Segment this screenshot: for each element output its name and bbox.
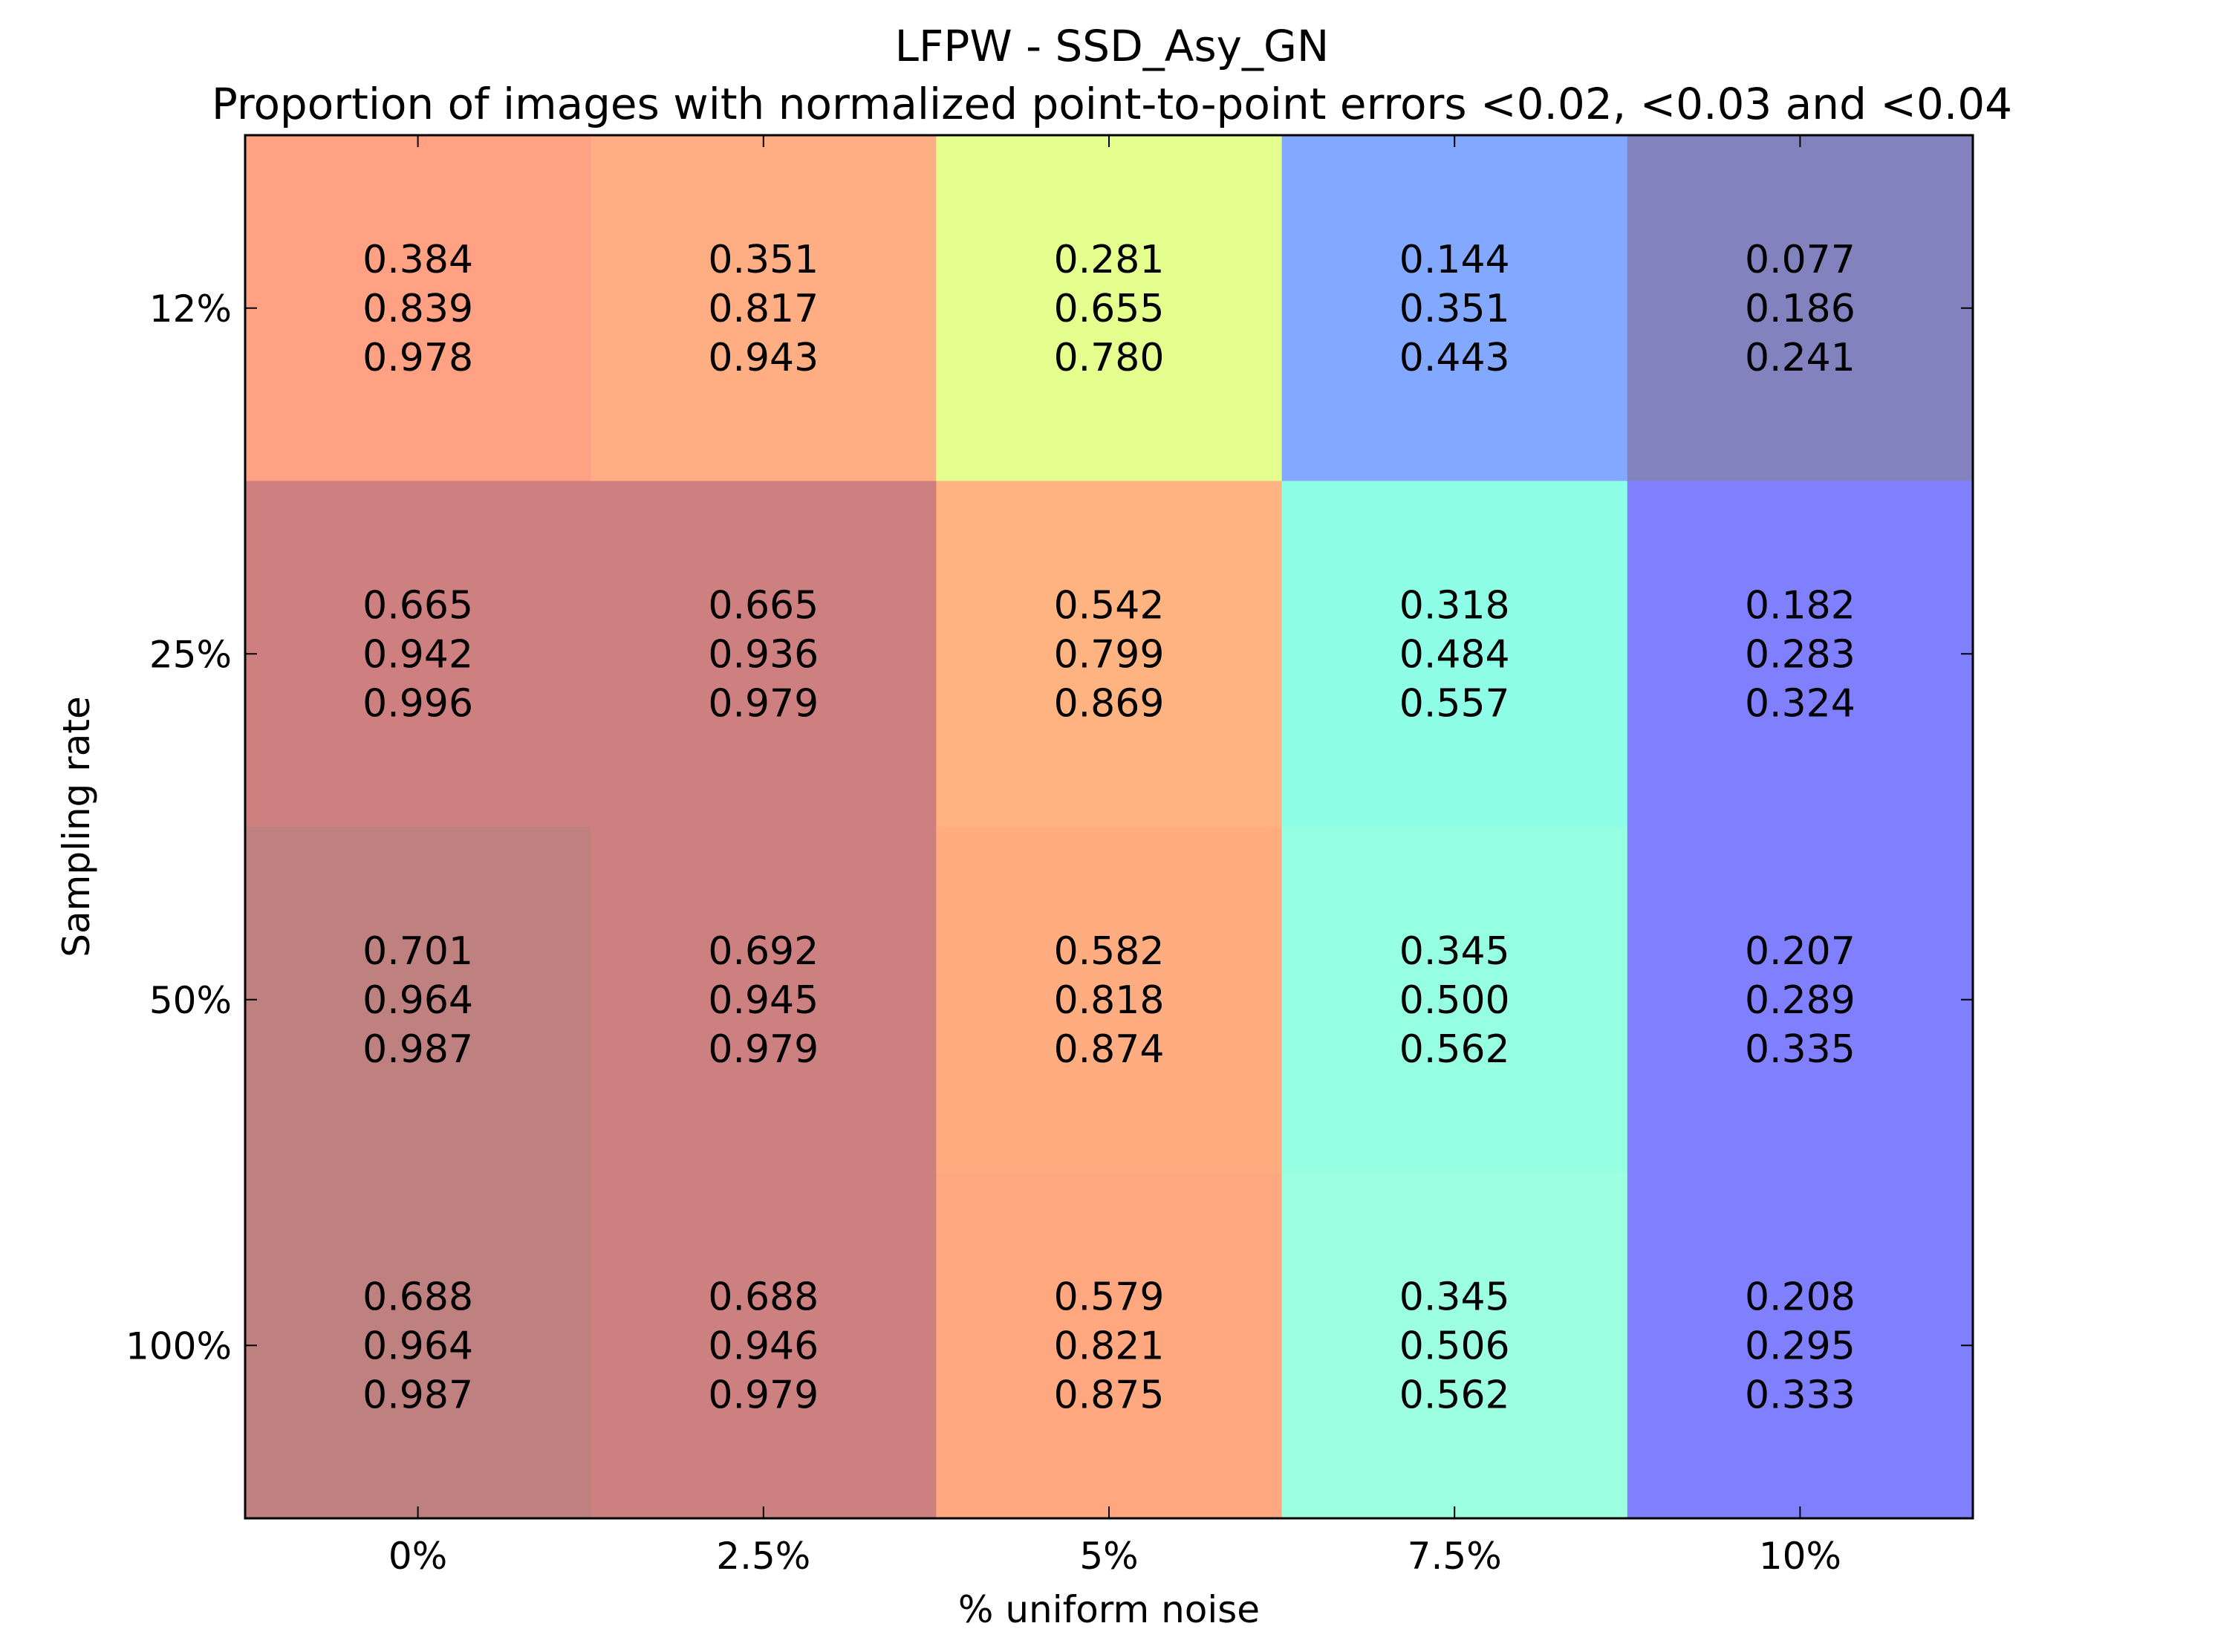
cell-value-3-3-0: 0.345 (1399, 1275, 1510, 1319)
cell-value-2-0-2: 0.987 (362, 1027, 473, 1072)
axis-ticks (245, 135, 1973, 1518)
heatmap-cell-0-0 (245, 135, 591, 481)
cell-value-2-3-2: 0.562 (1399, 1027, 1510, 1072)
chart-subtitle: Proportion of images with normalized poi… (212, 79, 2012, 129)
cell-value-0-1-2: 0.943 (708, 336, 819, 380)
cell-value-0-4-0: 0.077 (1745, 238, 1855, 282)
cell-value-2-1-0: 0.692 (708, 929, 819, 974)
x-tick-label-4: 10% (1759, 1535, 1841, 1578)
cell-value-1-0-0: 0.665 (362, 583, 473, 628)
heatmap-cell-0-3 (1281, 135, 1628, 481)
heatmap-cell-3-3 (1281, 1172, 1628, 1519)
cell-value-1-4-2: 0.324 (1745, 681, 1855, 726)
x-tick-label-0: 0% (388, 1535, 447, 1578)
cell-value-1-2-1: 0.799 (1054, 632, 1165, 677)
heatmap-cell-1-3 (1281, 481, 1628, 827)
cell-value-1-0-2: 0.996 (362, 681, 473, 726)
cell-value-1-3-2: 0.557 (1399, 681, 1510, 726)
cell-value-1-0-1: 0.942 (362, 632, 473, 677)
heatmap-cell-2-4 (1627, 827, 1974, 1173)
cell-value-3-4-1: 0.295 (1745, 1324, 1855, 1368)
cell-value-3-4-0: 0.208 (1745, 1275, 1855, 1319)
cell-value-2-0-1: 0.964 (362, 978, 473, 1023)
x-axis-label: % uniform noise (958, 1588, 1260, 1631)
x-tick-label-1: 2.5% (716, 1535, 810, 1578)
cell-value-2-1-2: 0.979 (708, 1027, 819, 1072)
x-tick-labels: 0% 2.5% 5% 7.5% 10% (388, 1535, 1841, 1578)
y-axis-label: Sampling rate (55, 696, 98, 957)
cell-value-2-4-2: 0.335 (1745, 1027, 1855, 1072)
cell-value-0-3-2: 0.443 (1399, 336, 1510, 380)
cell-value-3-0-1: 0.964 (362, 1324, 473, 1368)
x-tick-label-3: 7.5% (1408, 1535, 1502, 1578)
y-tick-labels: 12% 25% 50% 100% (126, 287, 232, 1368)
heatmap-cell-1-0 (245, 481, 591, 827)
cell-value-3-2-1: 0.821 (1054, 1324, 1165, 1368)
cell-value-2-3-1: 0.500 (1399, 978, 1510, 1023)
cell-value-0-3-1: 0.351 (1399, 287, 1510, 331)
cell-value-3-2-2: 0.875 (1054, 1373, 1165, 1417)
cell-value-3-0-0: 0.688 (362, 1275, 473, 1319)
heatmap-cells (245, 135, 1974, 1519)
cell-value-1-4-0: 0.182 (1745, 583, 1855, 628)
heatmap-cell-2-3 (1281, 827, 1628, 1173)
y-tick-label-2: 50% (149, 979, 232, 1022)
cell-value-3-1-0: 0.688 (708, 1275, 819, 1319)
heatmap-cell-1-1 (591, 481, 937, 827)
heatmap-cell-0-1 (591, 135, 937, 481)
cell-value-0-1-0: 0.351 (708, 238, 819, 282)
cell-value-1-1-0: 0.665 (708, 583, 819, 628)
heatmap-cell-labels: 0.384 0.839 0.978 0.351 0.817 0.943 0.281 0.655… (362, 238, 1855, 1418)
cell-value-2-4-0: 0.207 (1745, 929, 1855, 974)
heatmap-cell-2-1 (591, 827, 937, 1173)
cell-value-2-0-0: 0.701 (362, 929, 473, 974)
cell-value-0-3-0: 0.144 (1399, 238, 1510, 282)
cell-value-1-1-1: 0.936 (708, 632, 819, 677)
cell-value-0-4-2: 0.241 (1745, 336, 1855, 380)
cell-value-3-1-2: 0.979 (708, 1373, 819, 1417)
cell-value-0-2-0: 0.281 (1054, 238, 1165, 282)
y-tick-label-1: 25% (149, 633, 232, 676)
cell-value-1-4-1: 0.283 (1745, 632, 1855, 677)
heatmap-cell-2-0 (245, 827, 591, 1173)
cell-value-1-2-0: 0.542 (1054, 583, 1165, 628)
cell-value-2-2-0: 0.582 (1054, 929, 1165, 974)
chart-title: LFPW - SSD_Asy_GN (895, 21, 1330, 71)
cell-value-2-1-1: 0.945 (708, 978, 819, 1023)
cell-value-0-2-2: 0.780 (1054, 336, 1165, 380)
cell-value-0-0-0: 0.384 (362, 238, 473, 282)
heatmap-cell-1-4 (1627, 481, 1974, 827)
heatmap-cell-1-2 (936, 481, 1283, 827)
heatmap-cell-3-0 (245, 1172, 591, 1519)
cell-value-1-3-1: 0.484 (1399, 632, 1510, 677)
x-tick-label-2: 5% (1079, 1535, 1138, 1578)
cell-value-3-2-0: 0.579 (1054, 1275, 1165, 1319)
heatmap-cell-0-4 (1627, 135, 1974, 481)
cell-value-0-4-1: 0.186 (1745, 287, 1855, 331)
heatmap-cell-3-4 (1627, 1172, 1974, 1519)
cell-value-2-2-2: 0.874 (1054, 1027, 1165, 1072)
y-tick-label-0: 12% (149, 287, 232, 331)
cell-value-2-2-1: 0.818 (1054, 978, 1165, 1023)
heatmap-cell-0-2 (936, 135, 1283, 481)
cell-value-3-3-2: 0.562 (1399, 1373, 1510, 1417)
cell-value-0-1-1: 0.817 (708, 287, 819, 331)
cell-value-0-0-2: 0.978 (362, 336, 473, 380)
cell-value-2-4-1: 0.289 (1745, 978, 1855, 1023)
cell-value-1-3-0: 0.318 (1399, 583, 1510, 628)
cell-value-1-1-2: 0.979 (708, 681, 819, 726)
cell-value-3-0-2: 0.987 (362, 1373, 473, 1417)
cell-value-0-0-1: 0.839 (362, 287, 473, 331)
heatmap-cell-3-1 (591, 1172, 937, 1519)
heatmap-cell-2-2 (936, 827, 1283, 1173)
cell-value-2-3-0: 0.345 (1399, 929, 1510, 974)
cell-value-0-2-1: 0.655 (1054, 287, 1165, 331)
cell-value-1-2-2: 0.869 (1054, 681, 1165, 726)
cell-value-3-3-1: 0.506 (1399, 1324, 1510, 1368)
cell-value-3-4-2: 0.333 (1745, 1373, 1855, 1417)
cell-value-3-1-1: 0.946 (708, 1324, 819, 1368)
y-tick-label-3: 100% (126, 1324, 232, 1368)
heatmap-cell-3-2 (936, 1172, 1283, 1519)
